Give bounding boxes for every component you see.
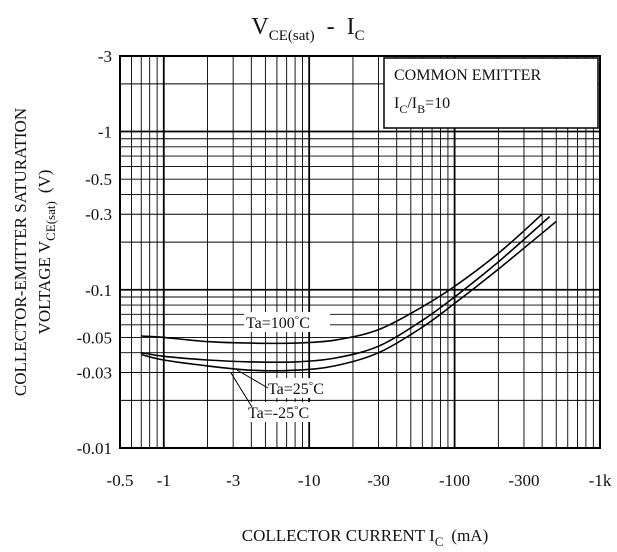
series-line-1 <box>141 215 551 364</box>
chart-title: VCE(sat) - IC <box>251 14 364 44</box>
x-axis-label: COLLECTOR CURRENT IC (mA) <box>242 526 489 549</box>
x-tick-label: -10 <box>298 471 321 490</box>
y-tick-labels: -3 -1 -0.5 -0.3 -0.1 -0.05 -0.03 -0.01 <box>77 47 112 458</box>
x-tick-label: -30 <box>367 471 390 490</box>
plot-frame <box>119 55 601 449</box>
leader-line-minus-25 <box>230 372 253 408</box>
leader-line-25 <box>236 369 269 389</box>
x-tick-label: -1 <box>157 471 171 490</box>
x-tick-label: -0.5 <box>107 471 134 490</box>
series-layer <box>141 213 557 372</box>
curve-label-25: Ta=25°C <box>268 380 324 398</box>
y-axis-label-line2: VOLTAGE VCE(sat)(V) <box>35 170 58 335</box>
y-tick-label: -0.5 <box>85 170 112 189</box>
x-tick-label: -300 <box>508 471 539 490</box>
annotation-common-emitter: COMMON EMITTER <box>394 67 541 84</box>
y-tick-label: -0.3 <box>85 205 112 224</box>
series-line-0 <box>141 213 543 345</box>
x-tick-labels: -0.5 -1 -3 -10 -30 -100 -300 -1k <box>107 471 612 490</box>
y-axis-label-line1: COLLECTOR-EMITTER SATURATION <box>11 108 30 396</box>
y-tick-label: -0.01 <box>77 439 112 458</box>
x-tick-label: -100 <box>439 471 470 490</box>
annotation-box <box>383 57 599 129</box>
y-tick-label: -1 <box>98 123 112 142</box>
x-tick-label: -3 <box>226 471 240 490</box>
annotation-ic-ib-ratio: IC/IB=10 <box>394 95 450 116</box>
series-line-2 <box>141 220 557 372</box>
curve-label-minus-25: Ta=-25°C <box>248 404 309 422</box>
curve-label-25-bg <box>266 378 342 398</box>
y-tick-label: -0.05 <box>77 328 112 347</box>
curve-label-100: Ta=100°C <box>246 314 310 332</box>
y-tick-label: -0.03 <box>77 363 112 382</box>
curve-label-m25-bg <box>246 402 336 422</box>
curve-label-100-bg <box>244 312 330 332</box>
y-tick-label: -3 <box>98 47 112 66</box>
x-tick-label: -1k <box>589 471 612 490</box>
y-tick-label: -0.1 <box>85 281 112 300</box>
